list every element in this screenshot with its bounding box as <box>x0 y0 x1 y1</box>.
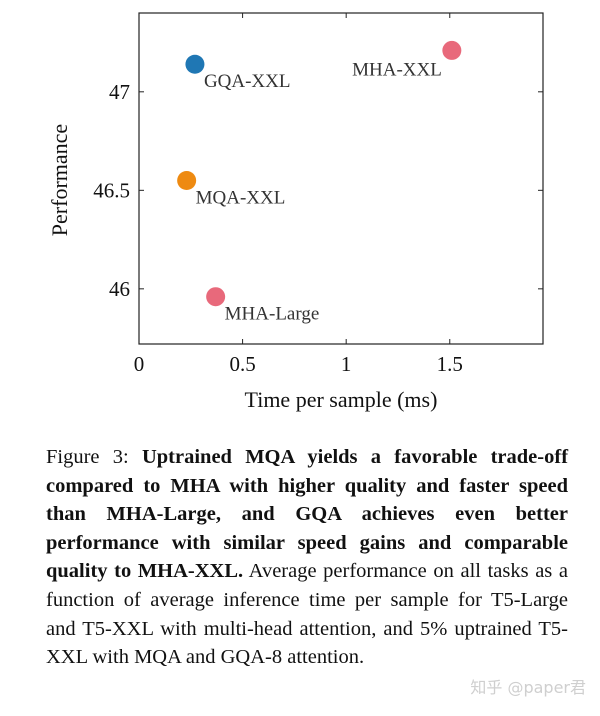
watermark: 知乎 @paper君 <box>470 678 586 697</box>
plot-frame <box>138 12 544 345</box>
y-tick-label: 46 <box>109 277 130 301</box>
data-point-mha-xxl <box>442 40 462 60</box>
data-point-gqa-xxl <box>185 54 205 74</box>
x-tick-label: 1 <box>341 352 352 376</box>
axis-tick-labels: 0 0.5 1 1.5 46 46.5 47 <box>93 80 463 376</box>
y-tick-label: 47 <box>109 80 130 104</box>
caption-body-text: Average performance on all tasks as a fu… <box>46 560 568 669</box>
x-tick-label: 0 <box>134 352 145 376</box>
y-axis-title: Performance <box>47 124 72 236</box>
data-point-mha-large <box>206 287 226 307</box>
axis-ticks <box>138 13 543 344</box>
point-label-mha-large: MHA-Large <box>225 304 320 325</box>
figure-caption: Figure 3: Uptrained MQA yields a favorab… <box>46 443 568 672</box>
x-axis-title: Time per sample (ms) <box>245 387 438 412</box>
point-label-mha-xxl: MHA-XXL <box>352 59 442 80</box>
data-points: MHA-XXL GQA-XXL MQA-XXL MHA-Large <box>177 40 462 325</box>
x-tick-label: 1.5 <box>437 352 463 376</box>
figure-label: Figure 3: <box>46 446 129 468</box>
caption-bold-text: Uptrained MQA yields a favorable trade-o… <box>46 446 569 583</box>
point-label-mqa-xxl: MQA-XXL <box>196 187 286 208</box>
y-tick-label: 46.5 <box>93 178 130 202</box>
data-point-mqa-xxl <box>177 170 197 190</box>
x-tick-label: 0.5 <box>229 352 255 376</box>
point-label-gqa-xxl: GQA-XXL <box>204 71 291 92</box>
